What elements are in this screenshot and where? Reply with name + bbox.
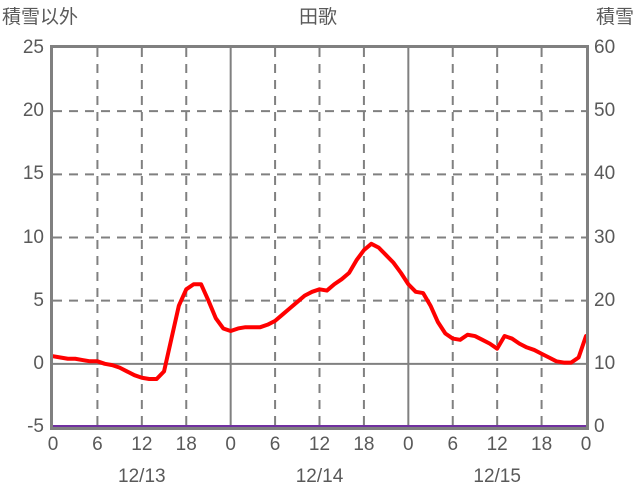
left-axis-unit-label: 積雪以外 <box>2 7 79 28</box>
y-axis-tick-label-left: 15 <box>22 163 44 185</box>
x-axis-tick-label: 0 <box>580 434 592 455</box>
x-axis-day-label: 12/15 <box>473 466 521 487</box>
y-axis-tick-label-right: 30 <box>594 226 616 248</box>
gridlines <box>53 48 586 427</box>
y-axis-tick-label-left: 0 <box>33 352 44 374</box>
chart-title: 田歌 <box>298 7 337 28</box>
x-axis-day-label: 12/14 <box>295 466 344 487</box>
right-axis-unit-label: 積雪 <box>595 7 634 28</box>
y-axis-tick-label-left: 10 <box>22 226 44 248</box>
x-axis-tick-label: 6 <box>447 434 459 455</box>
x-axis-tick-label: 12 <box>308 434 331 455</box>
x-axis-tick-label: 18 <box>353 434 375 455</box>
y-axis-tick-label-left: -5 <box>27 416 44 437</box>
y-axis-tick-label-left: 20 <box>22 100 44 122</box>
series-temperature <box>53 241 586 381</box>
x-axis-tick-label: 18 <box>175 434 197 455</box>
x-axis-tick-label: 12 <box>131 434 153 455</box>
y-axis-tick-label-right: 10 <box>594 352 616 374</box>
y-axis-tick-label-left: 25 <box>22 37 44 58</box>
y-axis-tick-label-right: 50 <box>594 100 616 122</box>
plot-area <box>50 45 589 430</box>
x-axis-tick-label: 18 <box>531 434 553 455</box>
x-axis-tick-label: 6 <box>92 434 103 455</box>
x-axis-tick-label: 6 <box>269 434 281 455</box>
x-axis-tick-label: 12 <box>486 434 508 455</box>
y-axis-tick-label-right: 20 <box>594 289 616 311</box>
y-axis-tick-label-right: 60 <box>594 37 616 58</box>
x-axis-day-label: 12/13 <box>118 466 166 487</box>
x-axis-tick-label: 0 <box>403 434 414 455</box>
data-series <box>53 241 586 427</box>
y-axis-tick-label-left: 5 <box>33 289 44 311</box>
x-axis-tick-label: 0 <box>225 434 236 455</box>
x-axis-tick-label: 0 <box>47 434 59 455</box>
y-axis-tick-label-right: 0 <box>594 416 605 437</box>
y-axis-tick-label-right: 40 <box>594 163 616 185</box>
